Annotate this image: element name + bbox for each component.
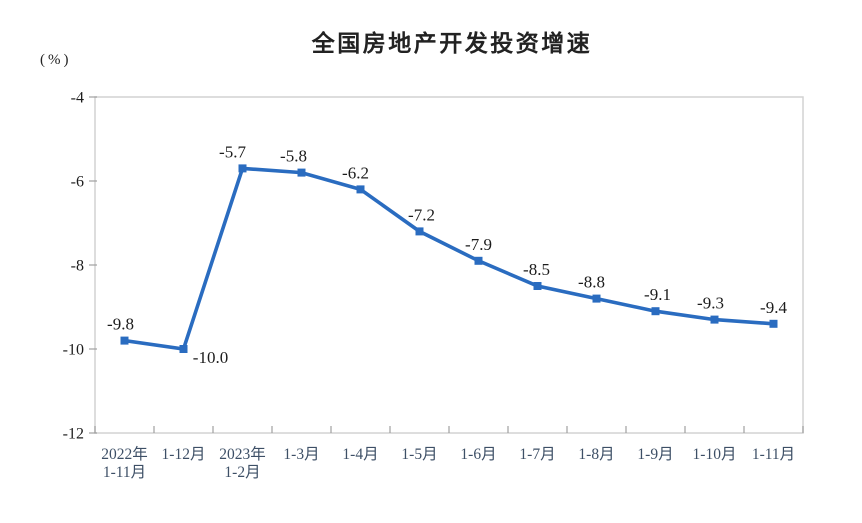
x-axis-category-label: 1-10月 [693,446,737,463]
data-point-label: -9.1 [644,285,671,304]
y-axis-tick-label: -4 [71,90,84,107]
data-point-marker [415,227,424,236]
data-point-marker [474,256,483,265]
data-point-marker [238,164,247,173]
x-axis-category-label: 1-6月 [460,446,496,463]
data-point-label: -7.9 [465,235,492,254]
data-point-marker [533,282,542,290]
data-point-marker [710,315,719,324]
data-point-label: -5.8 [280,147,307,166]
x-axis-category-label: 1-8月 [578,446,614,463]
data-point-label: -6.2 [342,163,369,182]
data-point-marker [356,185,365,194]
data-point-label: -5.7 [219,142,246,161]
data-point-marker [179,345,188,353]
data-point-label: -7.2 [408,205,435,224]
data-point-label: -8.5 [523,260,550,279]
plot-area-border [94,96,804,434]
x-axis-category-label: 1-7月 [519,446,555,463]
data-point-label: -9.3 [697,294,724,313]
data-point-marker [769,319,778,328]
data-point-label: -8.8 [578,273,605,292]
series-line [124,166,774,351]
x-axis-category-label: 1-12月 [162,446,206,463]
x-axis-category-label: 2022年 1-11月 [101,445,148,481]
y-axis-tick-label: -6 [71,174,84,191]
y-axis-unit-label: (%) [40,52,72,68]
data-point-marker [651,307,660,316]
data-point-label: -10.0 [193,348,228,367]
x-axis-category-label: 1-3月 [283,446,319,463]
data-point-marker [592,294,601,303]
y-axis-tick-label: -12 [63,426,84,443]
x-axis-category-label: 1-4月 [342,446,378,463]
data-point-label: -9.8 [107,315,134,334]
x-axis-category-label: 2023年 1-2月 [219,445,266,481]
chart-title: 全国房地产开发投资增速 [311,30,593,56]
y-axis-tick-label: -8 [71,258,84,275]
data-point-label: -9.4 [760,298,787,317]
data-point-marker [297,168,306,177]
x-axis-category-label: 1-11月 [752,446,795,463]
x-axis-category-label: 1-5月 [401,446,437,463]
y-axis-tick-label: -10 [63,342,84,359]
data-point-marker [120,336,129,345]
x-axis-category-label: 1-9月 [637,446,673,463]
